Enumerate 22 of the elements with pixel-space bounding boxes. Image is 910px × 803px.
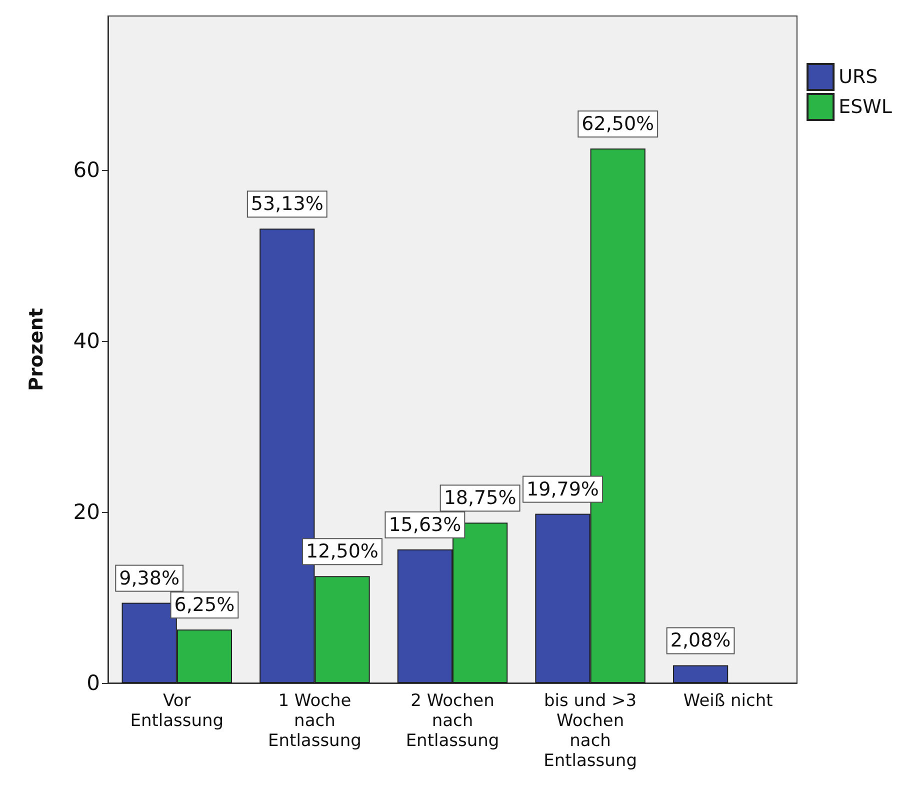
y-tick-label: 20 [73,500,100,524]
data-label: 19,79% [526,478,599,500]
y-tick-label: 40 [73,328,100,353]
x-tick-label: Weiß nicht [683,691,774,711]
y-tick-label: 60 [73,158,100,182]
y-axis-title: Prozent [26,308,48,391]
y-tick-label: 0 [86,671,100,695]
data-label: 12,50% [306,540,378,563]
x-tick-label: Vor Entlassung [130,691,224,731]
data-label: 18,75% [444,487,516,510]
legend-label: URS [838,66,878,88]
data-label: 15,63% [388,514,462,536]
x-tick-label: 2 Wochen nach Entlassung [406,691,500,751]
data-label: 62,50% [582,113,654,136]
data-label: 6,25% [174,594,235,616]
data-label: 9,38% [119,567,180,590]
data-label: 2,08% [670,630,731,652]
data-label: 53,13% [250,193,324,216]
x-tick-label: bis und >3 Wochen nach Entlassung [544,691,637,771]
x-tick-label: 1 Woche nach Entlassung [268,691,362,751]
legend-label: ESWL [838,96,892,118]
bar [672,665,728,683]
